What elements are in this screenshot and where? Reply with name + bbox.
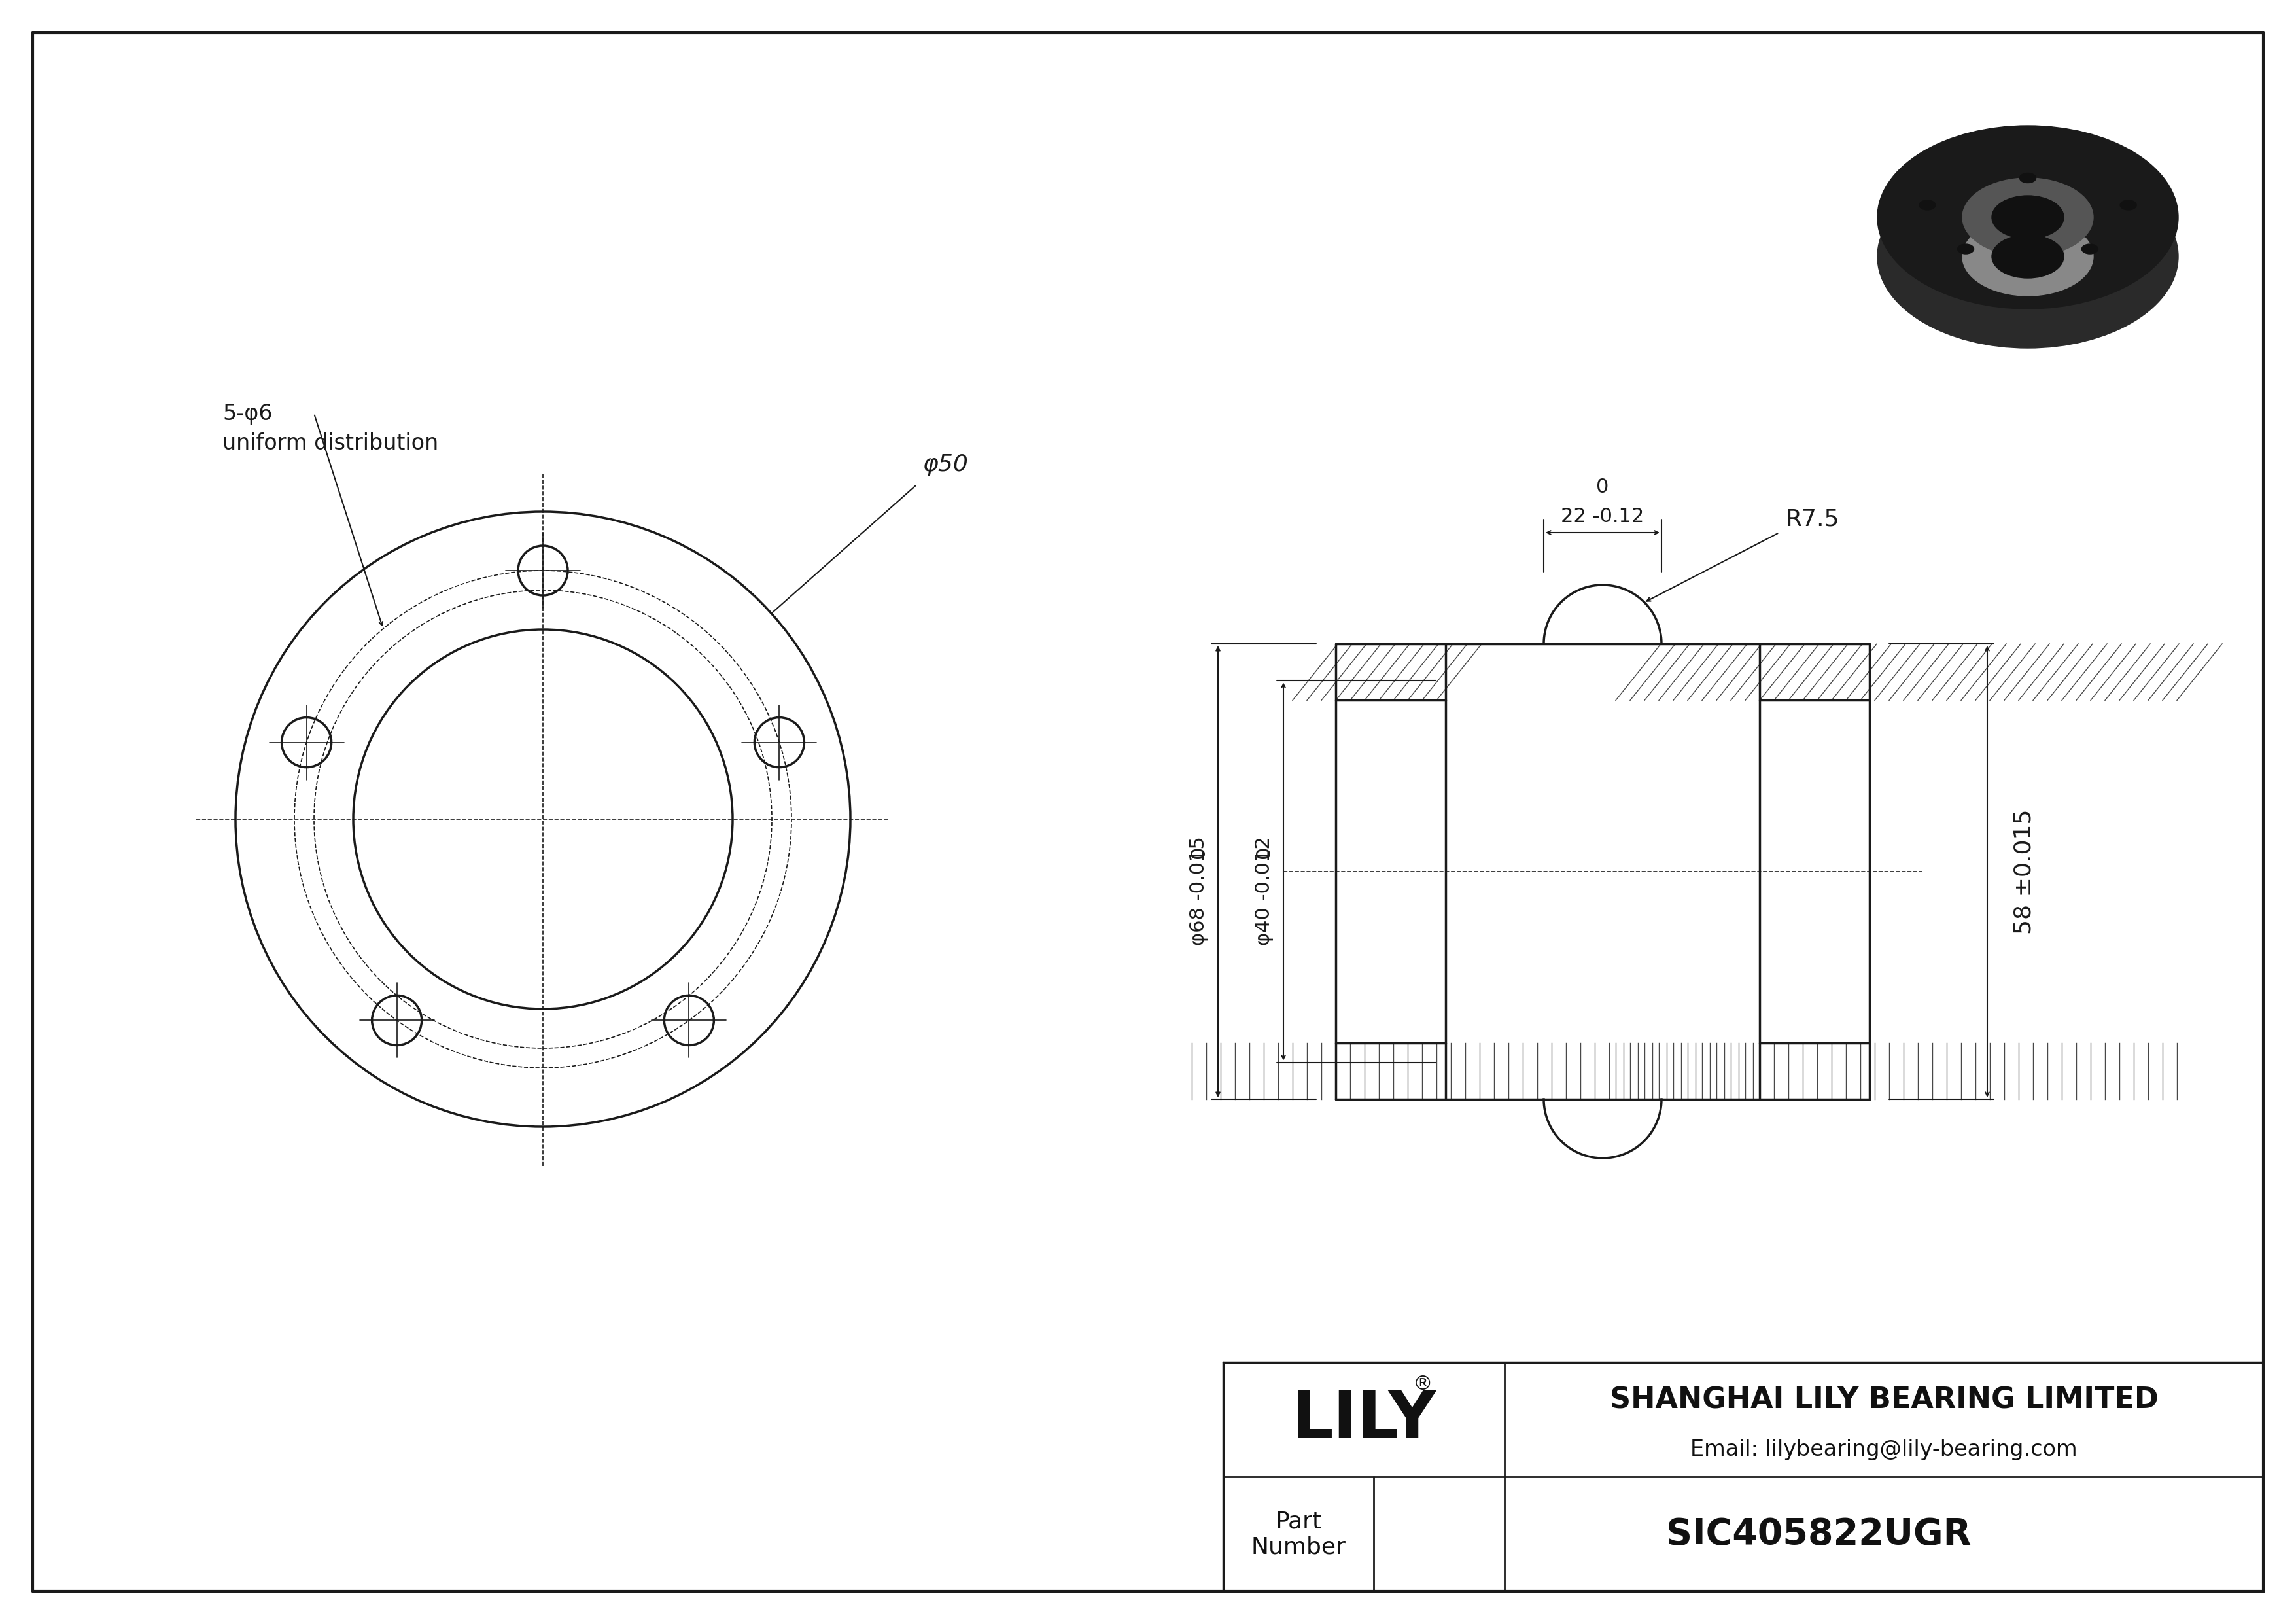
Text: 0: 0: [1189, 846, 1208, 857]
Text: uniform distribution: uniform distribution: [223, 432, 439, 455]
Text: 5-φ6: 5-φ6: [223, 403, 273, 424]
Ellipse shape: [1963, 179, 2094, 257]
Ellipse shape: [2119, 200, 2138, 209]
Ellipse shape: [2020, 174, 2037, 184]
Text: φ40 -0.012: φ40 -0.012: [1254, 836, 1274, 945]
Text: Email: lilybearing@lily-bearing.com: Email: lilybearing@lily-bearing.com: [1690, 1439, 2078, 1460]
Text: ®: ®: [1412, 1374, 1433, 1393]
Text: 0: 0: [1596, 477, 1609, 497]
Text: R7.5: R7.5: [1786, 508, 1839, 531]
Text: Part
Number: Part Number: [1251, 1510, 1345, 1559]
Text: SIC405822UGR: SIC405822UGR: [1667, 1517, 1970, 1553]
Ellipse shape: [1993, 235, 2064, 278]
Text: 22 -0.12: 22 -0.12: [1561, 507, 1644, 526]
Ellipse shape: [1919, 200, 1936, 209]
Ellipse shape: [1963, 218, 2094, 296]
Ellipse shape: [1993, 195, 2064, 239]
Text: 58 ±0.015: 58 ±0.015: [2014, 809, 2037, 934]
Text: SHANGHAI LILY BEARING LIMITED: SHANGHAI LILY BEARING LIMITED: [1609, 1387, 2158, 1415]
Ellipse shape: [1878, 166, 2179, 348]
Text: LILY: LILY: [1293, 1389, 1435, 1452]
Text: φ68 -0.015: φ68 -0.015: [1189, 836, 1208, 945]
Text: 0: 0: [1254, 846, 1274, 857]
Text: φ50: φ50: [923, 453, 969, 476]
Ellipse shape: [1878, 125, 2179, 309]
Ellipse shape: [1958, 244, 1975, 253]
Ellipse shape: [2082, 244, 2099, 253]
